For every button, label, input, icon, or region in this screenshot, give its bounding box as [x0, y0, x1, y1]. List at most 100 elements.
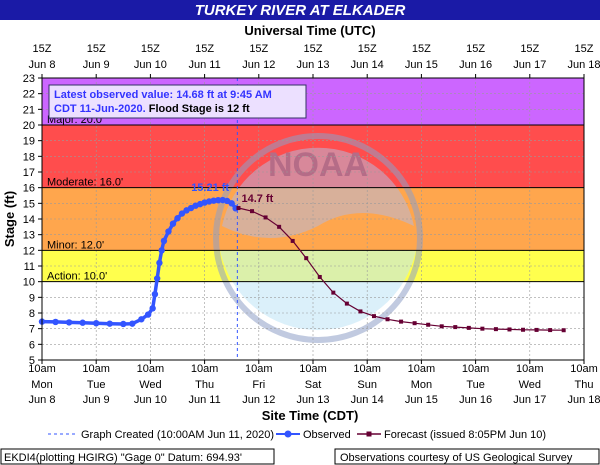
- observed-point: [93, 319, 100, 327]
- observed-point: [151, 291, 159, 298]
- local-tick-day: Tue: [466, 379, 485, 391]
- observed-point: [153, 275, 161, 282]
- observed-point: [79, 319, 86, 326]
- utc-tick-date: Jun 17: [513, 59, 546, 71]
- y-tick-label: 20: [23, 120, 35, 132]
- y-tick-label: 15: [23, 198, 35, 210]
- forecast-point: [250, 209, 255, 214]
- footer-datum: EKDI4(plotting HGIRG) "Gage 0" Datum: 69…: [4, 452, 242, 464]
- y-tick-label: 11: [24, 261, 35, 273]
- local-tick-date: Jun 15: [405, 394, 438, 406]
- y-tick-label: 6: [29, 339, 35, 351]
- local-tick-day: Mon: [31, 379, 52, 391]
- utc-tick-time: 15Z: [195, 43, 214, 55]
- forecast-point: [331, 290, 336, 295]
- forecast-series: [236, 206, 566, 333]
- utc-tick-time: 15Z: [33, 43, 52, 55]
- observed-point: [149, 305, 156, 312]
- utc-tick-time: 15Z: [466, 43, 485, 55]
- top-axis-title: Universal Time (UTC): [244, 23, 375, 38]
- chart-title: TURKEY RIVER AT ELKADER: [195, 2, 406, 19]
- observed-point: [52, 318, 59, 326]
- observed-point: [165, 228, 172, 235]
- utc-tick-date: Jun 14: [351, 59, 384, 71]
- forecast-point: [371, 314, 376, 319]
- local-tick-time: 10am: [353, 363, 381, 375]
- y-tick-label: 22: [23, 89, 35, 101]
- observed-peak-label: 15.21 ft: [191, 182, 229, 194]
- utc-tick-time: 15Z: [249, 43, 268, 55]
- local-tick-date: Jun 14: [351, 394, 384, 406]
- title-bar: [0, 0, 600, 20]
- threshold-lines: [42, 124, 584, 283]
- utc-tick-date: Jun 12: [242, 59, 275, 71]
- local-tick-day: Tue: [87, 379, 106, 391]
- forecast-point: [236, 206, 241, 211]
- observed-point: [169, 220, 177, 227]
- observed-point: [156, 259, 163, 267]
- y-tick-label: 5: [29, 355, 35, 367]
- legend-forecast-marker: [366, 431, 372, 437]
- forecast-point: [548, 328, 553, 333]
- local-axis-ticks: 10am Mon Jun 8 10am Tue Jun 9 10am Wed Jun 10 10a…: [28, 360, 600, 406]
- forecast-point: [277, 224, 282, 229]
- local-tick-date: Jun 16: [459, 394, 492, 406]
- observed-point: [228, 200, 235, 207]
- stage-label-action: Action: 10.0': [47, 271, 107, 283]
- forecast-point: [561, 328, 566, 333]
- observed-point: [138, 316, 145, 323]
- local-tick-date: Jun 13: [296, 394, 329, 406]
- forecast-point: [439, 324, 444, 329]
- svg-text:NOAA: NOAA: [268, 146, 368, 184]
- utc-tick-time: 15Z: [358, 43, 377, 55]
- utc-tick-time: 15Z: [520, 43, 539, 55]
- utc-tick-date: Jun 8: [29, 59, 56, 71]
- local-tick-day: Wed: [139, 379, 161, 391]
- footer-left-box: [0, 448, 275, 465]
- local-tick-date: Jun 10: [134, 394, 167, 406]
- utc-tick-time: 15Z: [304, 43, 323, 55]
- observed-point: [129, 320, 136, 327]
- local-tick-date: Jun 8: [29, 394, 56, 406]
- annotation-flood-stage: Flood Stage is 12 ft: [149, 103, 250, 115]
- y-tick-label: 21: [23, 104, 35, 116]
- forecast-point: [412, 321, 417, 326]
- local-tick-time: 10am: [408, 363, 436, 375]
- local-tick-date: Jun 17: [513, 394, 546, 406]
- y-tick-label: 12: [23, 245, 35, 257]
- local-tick-time: 10am: [462, 363, 490, 375]
- local-tick-time: 10am: [299, 363, 327, 375]
- local-tick-time: 10am: [570, 363, 598, 375]
- utc-tick-date: Jun 9: [83, 59, 110, 71]
- local-tick-day: Thu: [195, 379, 214, 391]
- annotation-date: CDT 11-Jun-2020.: [54, 103, 149, 115]
- observed-point: [214, 197, 222, 204]
- y-tick-label: 18: [23, 151, 35, 163]
- forecast-point: [453, 325, 458, 330]
- utc-tick-time: 15Z: [412, 43, 431, 55]
- observed-point: [65, 319, 73, 326]
- footer-right-box: [334, 448, 600, 465]
- forecast-point: [385, 317, 390, 322]
- local-tick-time: 10am: [245, 363, 273, 375]
- forecast-point: [317, 274, 322, 279]
- forecast-point: [304, 256, 309, 261]
- y-tick-label: 19: [23, 136, 35, 148]
- forecast-point: [426, 322, 431, 327]
- utc-tick-time: 15Z: [575, 43, 594, 55]
- forecast-point: [399, 319, 404, 324]
- observed-point: [144, 311, 152, 318]
- forecast-point: [534, 327, 539, 332]
- footer: EKDI4(plotting HGIRG) "Gage 0" Datum: 69…: [0, 448, 600, 465]
- local-tick-date: Jun 12: [242, 394, 275, 406]
- y-tick-label: 10: [23, 277, 35, 289]
- local-tick-day: Sun: [357, 379, 377, 391]
- forecast-point: [290, 238, 295, 243]
- local-tick-day: Mon: [411, 379, 432, 391]
- forecast-point: [507, 327, 512, 332]
- forecast-point: [521, 327, 526, 332]
- bottom-axis-title: Site Time (CDT): [262, 408, 359, 423]
- utc-tick-date: Jun 18: [567, 59, 600, 71]
- local-tick-date: Jun 18: [567, 394, 600, 406]
- observed-point: [160, 237, 168, 245]
